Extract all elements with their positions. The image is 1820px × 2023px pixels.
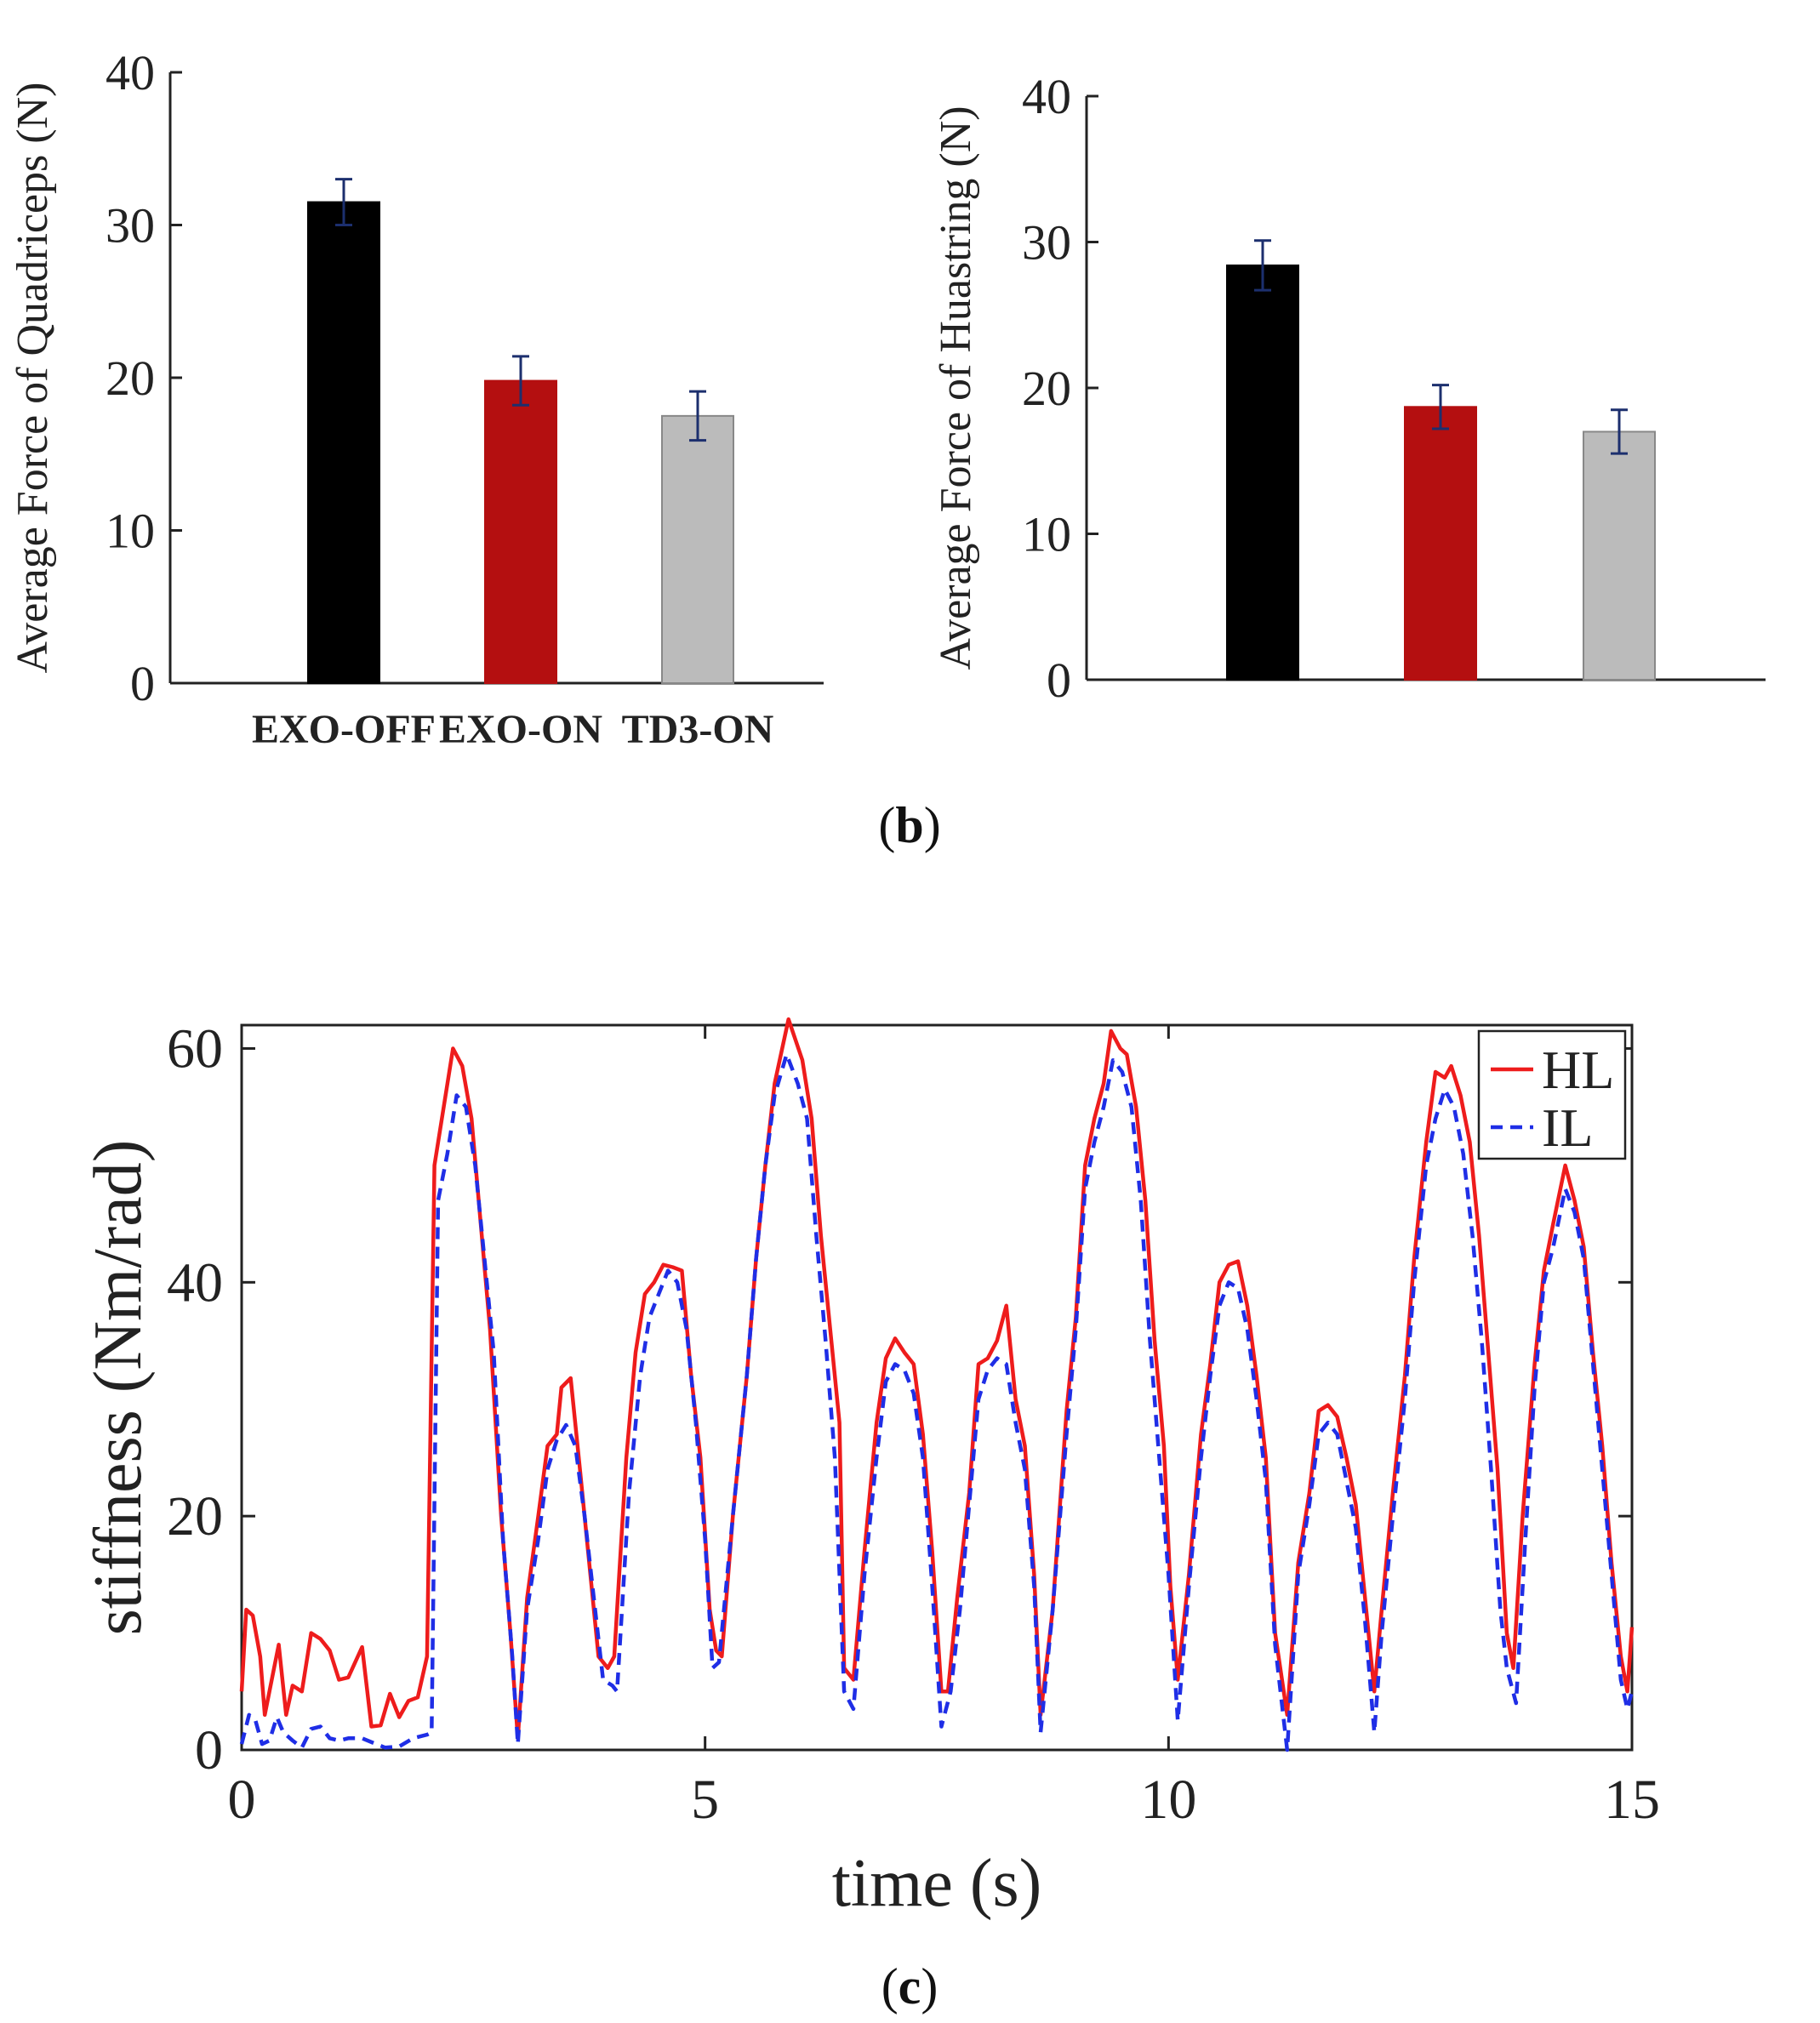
y-tick-label: 0	[1047, 652, 1071, 708]
y-tick-label: 10	[1022, 507, 1071, 562]
y-axis-label: Average Force of Huastring (N)	[932, 105, 980, 670]
series-line-hl	[239, 1017, 1635, 1741]
x-tick-label: 5	[691, 1769, 719, 1831]
y-axis-label: Average Force of Quadriceps (N)	[9, 83, 57, 674]
y-tick-label: 40	[1022, 69, 1071, 124]
panel-label-b: (b)	[878, 797, 940, 853]
y-axis-label: stiffness (Nm/rad)	[81, 1140, 156, 1636]
panel-label-c: (c)	[881, 1958, 939, 2014]
y-tick-label: 20	[1022, 361, 1071, 416]
y-tick-label: 20	[106, 350, 155, 406]
y-tick-label: 20	[167, 1485, 223, 1547]
x-tick-label: 15	[1604, 1769, 1660, 1831]
y-tick-label: 30	[1022, 215, 1071, 271]
x-tick-label: 0	[228, 1769, 256, 1831]
bar-exo-on	[484, 379, 557, 684]
y-tick-label: 30	[106, 198, 155, 254]
category-label: EXO-OFF	[252, 707, 436, 752]
y-tick-label: 40	[106, 45, 155, 100]
bar-exo-on	[1404, 406, 1477, 681]
y-tick-label: 10	[106, 504, 155, 559]
bar-td3-on	[1583, 430, 1656, 681]
legend-label-hl: HL	[1542, 1040, 1614, 1100]
hamstring-bar-chart: 0 10 20 30 40 Average Force of Huastring (N)	[932, 69, 1766, 708]
bar-exo-off	[1226, 264, 1299, 681]
category-label: EXO-ON	[439, 707, 602, 752]
x-axis-label: time (s)	[832, 1846, 1042, 1921]
category-label: TD3-ON	[622, 707, 774, 752]
stiffness-line-chart: 0 5 10 15 0 20 40 60 time (s) stiffness (Nm/rad) H…	[81, 1017, 1660, 1921]
y-tick-label: 0	[195, 1719, 223, 1781]
y-tick-label: 0	[130, 656, 155, 711]
y-tick-label: 60	[167, 1017, 223, 1080]
plot-frame	[240, 1023, 1634, 1752]
bar-exo-off	[307, 201, 380, 684]
x-tick-label: 10	[1140, 1769, 1196, 1831]
legend-box	[1477, 1029, 1627, 1160]
bar-td3-on	[661, 414, 734, 684]
y-tick-label: 40	[167, 1251, 223, 1314]
legend-label-il: IL	[1542, 1097, 1593, 1158]
quadriceps-bar-chart: 0 10 20 30 40 Average Force of Quadriceps (N)…	[9, 45, 824, 752]
